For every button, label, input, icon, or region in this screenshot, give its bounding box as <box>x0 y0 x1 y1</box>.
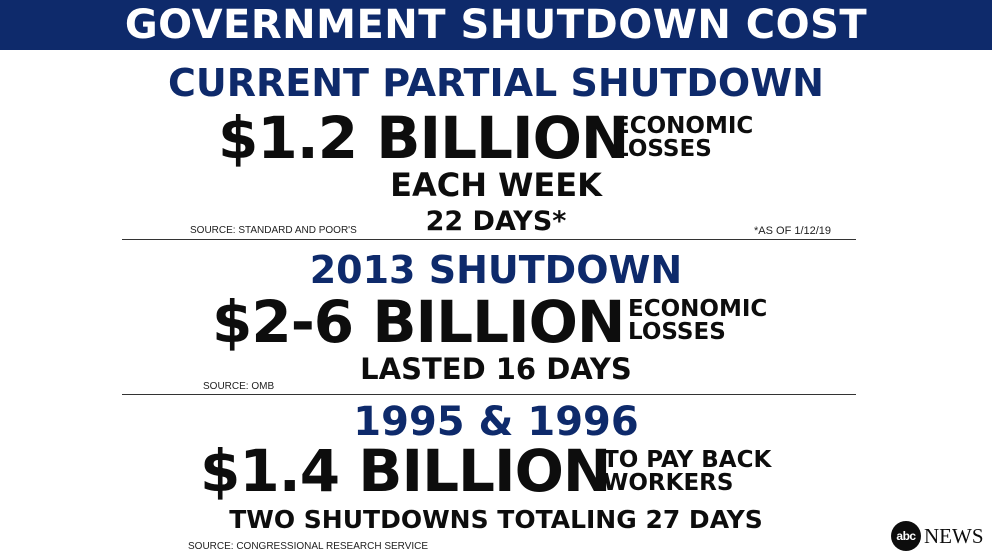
source-1995: SOURCE: CONGRESSIONAL RESEARCH SERVICE <box>188 541 429 552</box>
divider-2 <box>122 394 856 395</box>
section-heading-2013: 2013 SHUTDOWN <box>309 248 683 292</box>
title-banner: GOVERNMENT SHUTDOWN COST <box>0 0 992 50</box>
abc-logo-mark: abc <box>891 521 921 551</box>
sub-days-current: 22 DAYS* <box>425 206 567 237</box>
source-2013: SOURCE: OMB <box>203 381 275 392</box>
abc-news-logo: abc NEWS <box>891 521 984 551</box>
sub-two-shutdowns: TWO SHUTDOWNS TOTALING 27 DAYS <box>229 505 763 534</box>
amount-note-1995-2: WORKERS <box>603 470 734 496</box>
divider-1 <box>122 239 856 240</box>
sub-each-week: EACH WEEK <box>390 166 602 204</box>
amount-note-2013-1: ECONOMIC <box>628 296 768 322</box>
amount-note-current-2: LOSSES <box>614 136 712 162</box>
amount-note-1995-1: TO PAY BACK <box>603 447 772 473</box>
amount-note-2013-2: LOSSES <box>628 319 726 345</box>
amount-2013: $2-6 BILLION <box>212 288 625 356</box>
amount-note-current-1: ECONOMIC <box>614 113 754 139</box>
news-wordmark: NEWS <box>924 523 984 548</box>
sub-lasted: LASTED 16 DAYS <box>360 352 632 386</box>
amount-1995: $1.4 BILLION <box>200 437 611 505</box>
section-heading-current: CURRENT PARTIAL SHUTDOWN <box>168 61 824 105</box>
footnote-as-of: *AS OF 1/12/19 <box>754 225 832 237</box>
amount-current: $1.2 BILLION <box>218 104 629 172</box>
source-current: SOURCE: STANDARD AND POOR'S <box>190 225 357 236</box>
section-heading-1995: 1995 & 1996 <box>353 399 639 445</box>
banner-title: GOVERNMENT SHUTDOWN COST <box>124 2 868 48</box>
